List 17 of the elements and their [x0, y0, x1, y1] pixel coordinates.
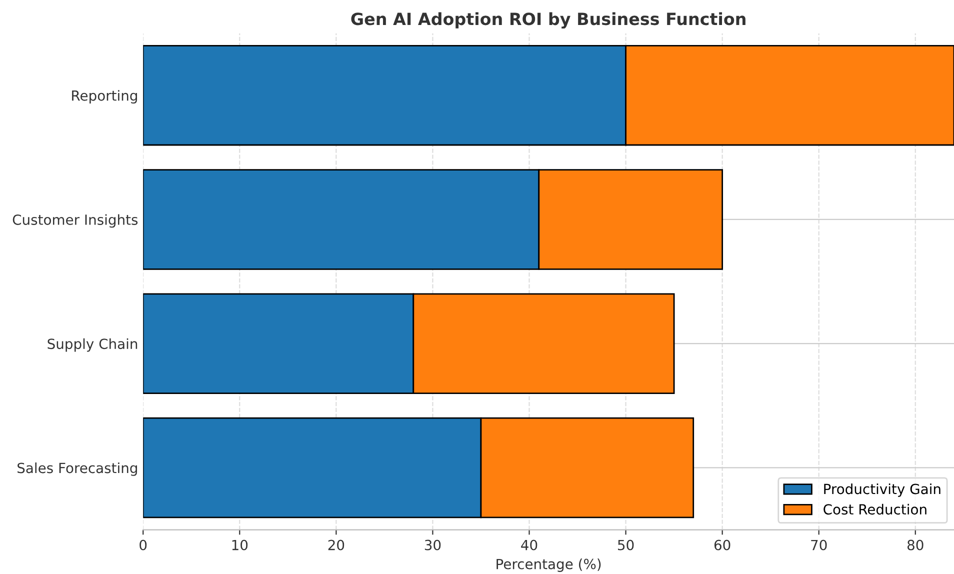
x-tick-label: 10	[232, 540, 248, 550]
y-tick-label: Sales Forecasting	[18, 462, 137, 476]
x-tick-label: 40	[521, 540, 538, 550]
x-tick-label: 50	[618, 540, 634, 550]
x-tick-label: 0	[140, 540, 147, 550]
legend-label: Productivity Gain	[824, 483, 940, 497]
x-tick-label: 70	[811, 540, 827, 550]
x-tick-label: 20	[328, 540, 344, 550]
chart-title: Gen AI Adoption ROI by Business Function	[351, 12, 746, 29]
legend-label: Cost Reduction	[824, 504, 926, 515]
x-tick-label: 30	[424, 540, 441, 550]
y-tick-label: Supply Chain	[48, 338, 138, 352]
x-tick-label: 80	[907, 540, 924, 550]
y-tick-label: Customer Insights	[12, 214, 138, 228]
x-axis-title: Percentage (%)	[496, 558, 601, 572]
x-tick-label: 60	[714, 540, 730, 550]
y-tick-label: Reporting	[72, 90, 137, 104]
